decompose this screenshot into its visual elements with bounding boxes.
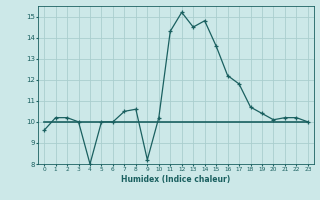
X-axis label: Humidex (Indice chaleur): Humidex (Indice chaleur) (121, 175, 231, 184)
